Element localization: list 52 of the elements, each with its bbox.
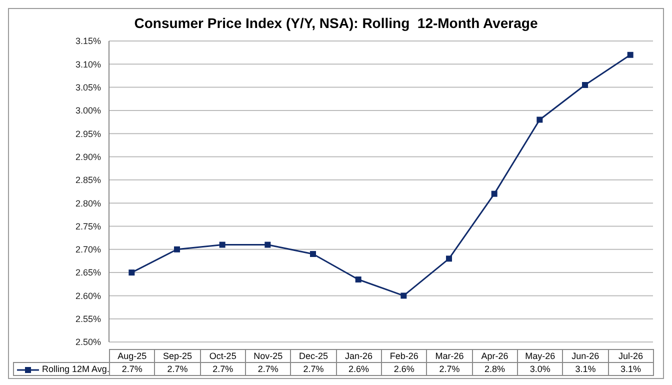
x-tick-label: Nov-25 bbox=[245, 350, 291, 362]
x-tick-label: Mar-26 bbox=[426, 350, 472, 362]
y-tick-label: 2.90% bbox=[75, 152, 101, 162]
point bbox=[128, 270, 135, 276]
point bbox=[310, 251, 316, 258]
point bbox=[355, 276, 362, 282]
data-label: 2.7% bbox=[200, 362, 246, 376]
x-tick-label: Jul-26 bbox=[608, 350, 654, 362]
data-label: 3.1% bbox=[562, 362, 608, 376]
point bbox=[446, 256, 452, 262]
y-tick-label: 2.85% bbox=[75, 175, 101, 186]
x-tick-label: Jun-26 bbox=[562, 350, 608, 362]
y-tick-label: 3.10% bbox=[75, 59, 101, 70]
data-label: 2.7% bbox=[110, 362, 155, 376]
point bbox=[627, 52, 634, 58]
x-tick-label: Aug-25 bbox=[110, 350, 155, 362]
y-tick-label: 3.00% bbox=[75, 106, 101, 116]
x-tick-label: Sep-25 bbox=[154, 350, 200, 362]
data-label: 3.1% bbox=[608, 362, 654, 376]
data-label: 2.7% bbox=[154, 362, 200, 376]
x-tick-label: Dec-25 bbox=[290, 350, 336, 362]
point bbox=[219, 242, 226, 248]
point bbox=[582, 82, 588, 88]
x-tick-label: Apr-26 bbox=[472, 350, 518, 362]
legend-label: Rolling 12M Avg. bbox=[14, 362, 110, 376]
x-tick-label: Jan-26 bbox=[336, 350, 382, 362]
point bbox=[536, 116, 543, 123]
y-tick-label: 2.65% bbox=[75, 268, 101, 278]
y-tick-label: 2.95% bbox=[75, 128, 101, 139]
point bbox=[264, 242, 271, 248]
y-tick-label: 3.05% bbox=[75, 82, 101, 93]
y-tick-label: 2.55% bbox=[75, 314, 101, 324]
data-label: 2.8% bbox=[472, 362, 518, 376]
y-tick-label: 2.60% bbox=[75, 290, 101, 301]
point bbox=[400, 292, 407, 299]
y-tick-label: 2.80% bbox=[75, 198, 101, 208]
y-tick-label: 2.70% bbox=[75, 244, 101, 255]
x-tick-label: May-26 bbox=[517, 350, 563, 362]
x-tick-label: Feb-26 bbox=[381, 350, 427, 362]
point bbox=[491, 190, 498, 197]
data-label: 2.7% bbox=[245, 362, 291, 376]
y-tick-label: 2.50% bbox=[75, 337, 101, 348]
data-label: 2.7% bbox=[426, 362, 472, 376]
y-tick-label: 2.75% bbox=[75, 221, 101, 232]
y-tick-label: 3.15% bbox=[75, 36, 101, 46]
chart-title: Consumer Price Index (Y/Y, NSA): Rolling 12-Month Average bbox=[133, 15, 539, 31]
data-label: 2.7% bbox=[290, 362, 336, 376]
data-label: 2.6% bbox=[381, 362, 427, 376]
data-label: 3.0% bbox=[517, 362, 563, 376]
data-label: 2.6% bbox=[336, 362, 382, 376]
point bbox=[174, 246, 180, 252]
x-tick-label: Oct-25 bbox=[200, 350, 246, 362]
